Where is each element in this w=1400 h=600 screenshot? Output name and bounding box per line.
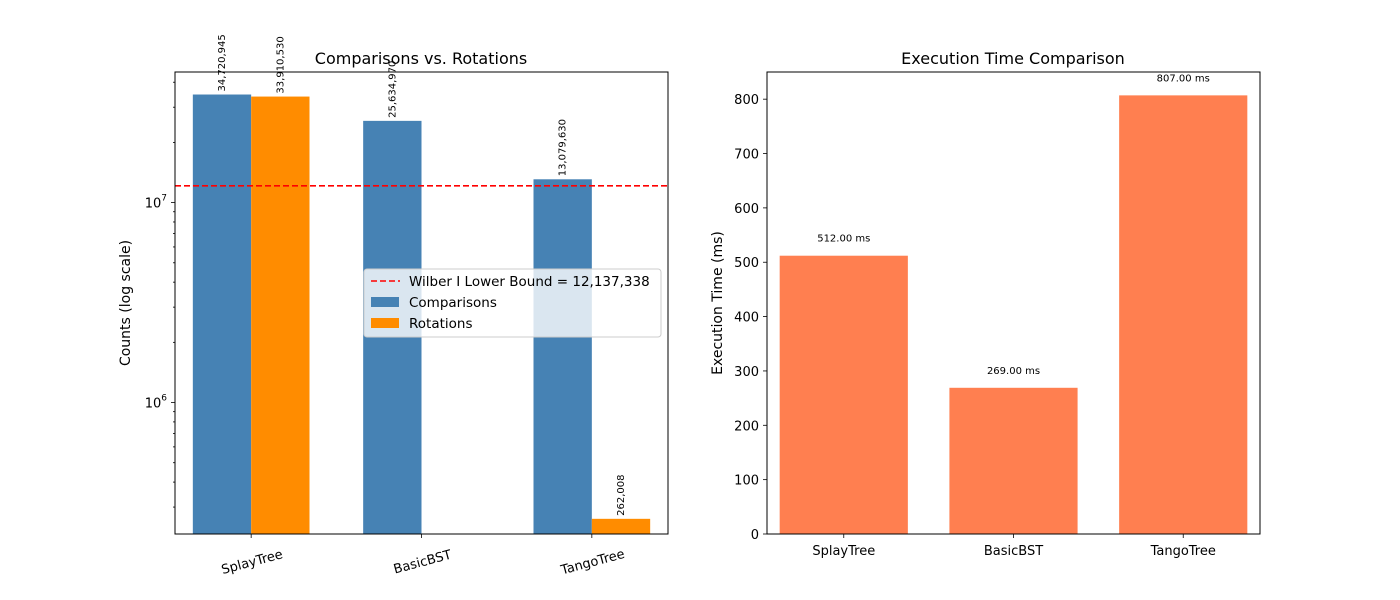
- right-data-labels: 512.00 ms 269.00 ms 807.00 ms: [817, 73, 1210, 376]
- right-chart-title: Execution Time Comparison: [901, 49, 1125, 68]
- legend-box: [363, 268, 662, 338]
- x-tick-label-tangotree: TangoTree: [1150, 544, 1216, 559]
- y-tick-label: 600: [734, 202, 759, 217]
- x-tick-label-basicbst: BasicBST: [984, 544, 1043, 559]
- y-tick-label: 300: [734, 365, 759, 380]
- legend-lower-bound-label: Wilber I Lower Bound = 12,137,338: [409, 274, 650, 290]
- data-label-comparisons-tangotree: 13,079,630: [558, 119, 569, 176]
- y-tick-label: 100: [734, 474, 759, 489]
- y-tick-label: 500: [734, 256, 759, 271]
- data-label-rotations-splaytree: 33,910,530: [275, 36, 286, 93]
- right-chart-ylabel: Execution Time (ms): [710, 231, 726, 375]
- data-label-rotations-tangotree: 262,008: [616, 474, 627, 515]
- x-tick-label-tangotree: TangoTree: [558, 547, 626, 579]
- bar-rotations-tangotree: [591, 518, 651, 534]
- y-tick-label: 400: [734, 311, 759, 326]
- x-tick-label-basicbst: BasicBST: [392, 548, 453, 578]
- bar-exec-time-tangotree: [1119, 95, 1248, 534]
- right-chart: Execution Time Comparison Execution Time…: [710, 49, 1261, 559]
- bar-rotations-splaytree: [251, 96, 310, 534]
- legend-rotations-label: Rotations: [409, 316, 473, 332]
- legend-comparisons-label: Comparisons: [409, 295, 497, 311]
- bar-comparisons-tangotree: [533, 179, 592, 534]
- y-tick-label: 0: [751, 528, 759, 543]
- left-chart-ylabel: Counts (log scale): [118, 240, 134, 366]
- y-tick-label: 107: [145, 194, 167, 212]
- bar-exec-time-splaytree: [779, 255, 908, 534]
- legend-rotations-swatch: [371, 318, 399, 328]
- right-axes-frame: [766, 71, 1261, 535]
- y-tick-label: 200: [734, 419, 759, 434]
- bar-comparisons-splaytree: [192, 94, 252, 535]
- left-chart-title: Comparisons vs. Rotations: [315, 49, 527, 68]
- y-tick-label: 800: [734, 93, 759, 108]
- y-tick-label: 106: [145, 394, 168, 412]
- legend-comparisons-swatch: [371, 297, 399, 307]
- data-label-exec-time-basicbst: 269.00 ms: [987, 366, 1040, 377]
- data-label-comparisons-splaytree: 34,720,945: [217, 34, 228, 91]
- x-tick-label-splaytree: SplayTree: [812, 544, 875, 559]
- bar-exec-time-basicbst: [949, 387, 1078, 534]
- left-legend: Wilber I Lower Bound = 12,137,338 Compar…: [363, 268, 662, 338]
- right-ticks: SplayTree BasicBST TangoTree 0 100 200 300 400 5…: [734, 93, 1216, 559]
- data-label-comparisons-basicbst: 25,634,970: [387, 61, 398, 118]
- right-bars: [779, 95, 1248, 534]
- left-chart: Comparisons vs. Rotations Counts (log sc…: [118, 34, 669, 579]
- x-tick-label-splaytree: SplayTree: [220, 547, 285, 578]
- data-label-exec-time-tangotree: 807.00 ms: [1157, 73, 1210, 84]
- data-label-exec-time-splaytree: 512.00 ms: [817, 234, 870, 245]
- left-data-labels: 34,720,945 25,634,970 13,079,630 33,910,530…: [217, 34, 627, 516]
- left-axes-frame: [174, 71, 669, 535]
- y-tick-label: 700: [734, 148, 759, 163]
